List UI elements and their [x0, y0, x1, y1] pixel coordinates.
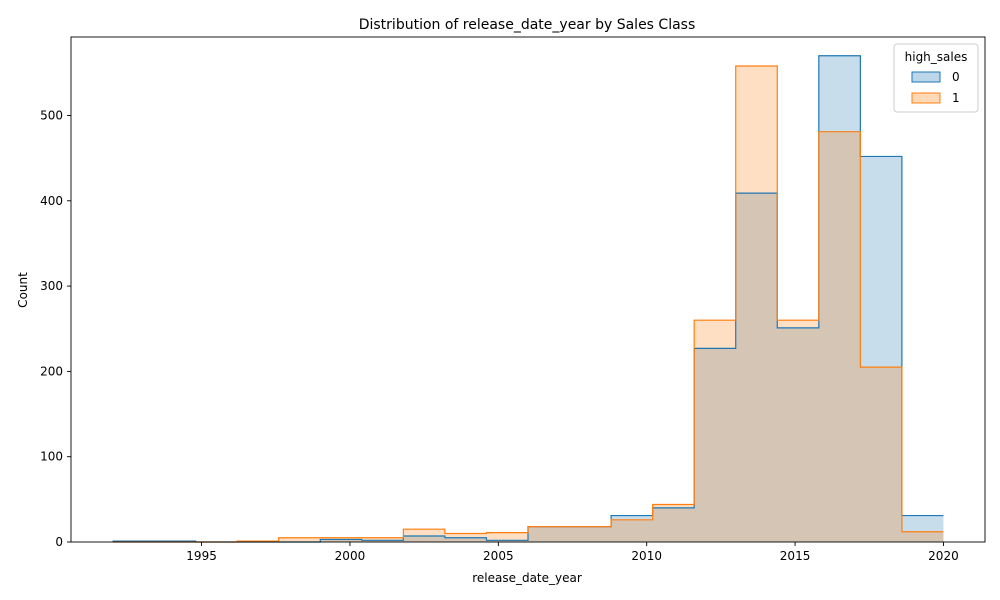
bar-series-0-bin-8	[444, 537, 487, 542]
bar-series-1-bin-17	[818, 131, 861, 542]
bar-series-0-bin-11	[569, 526, 612, 542]
bar-series-1-bin-4	[278, 537, 321, 542]
bar-series-0-bin-10	[528, 526, 570, 542]
y-tick-label: 200	[40, 364, 63, 378]
bar-series-0-bin-5	[320, 539, 362, 542]
bar-series-1-bin-12	[611, 519, 653, 542]
bar-series-1-bin-15	[735, 66, 778, 542]
series-0-bars	[112, 55, 944, 543]
legend: high_sales 0 1	[893, 43, 979, 113]
bar-series-1-bin-13	[652, 504, 695, 542]
bar-series-0-bin-15	[735, 193, 778, 542]
y-axis: 0 100 200 300 400 500	[40, 108, 71, 549]
plot-frame	[70, 36, 986, 543]
x-tick-label: 2015	[780, 549, 811, 563]
series-1-outline	[112, 65, 944, 543]
series-1-bars	[237, 66, 944, 542]
bar-series-0-bin-7	[403, 536, 445, 542]
y-tick-label: 0	[55, 535, 63, 549]
bar-series-1-bin-10	[528, 526, 570, 542]
legend-swatch-1	[911, 92, 941, 104]
bar-series-1-bin-11	[569, 526, 612, 542]
y-tick-label: 500	[40, 108, 63, 122]
legend-label-0: 0	[952, 70, 960, 84]
bar-series-0-bin-16	[777, 327, 819, 542]
y-tick-label: 400	[40, 194, 63, 208]
bar-series-0-bin-19	[901, 515, 944, 542]
bar-series-0-bin-9	[486, 540, 528, 542]
plot-area	[70, 36, 986, 543]
y-axis-label: Count	[16, 272, 30, 308]
legend-label-1: 1	[952, 91, 960, 105]
bar-series-0-bin-6	[361, 540, 404, 542]
bar-series-0-bin-14	[694, 348, 736, 542]
bar-series-1-bin-18	[860, 367, 902, 542]
bar-series-1-bin-9	[486, 532, 528, 542]
bar-series-0-bin-17	[818, 55, 861, 542]
bar-series-1-bin-14	[694, 320, 736, 542]
y-tick-label: 300	[40, 279, 63, 293]
x-tick-label: 2000	[335, 549, 366, 563]
x-axis-label: release_date_year	[472, 571, 582, 585]
x-tick-label: 1995	[186, 549, 217, 563]
x-tick-label: 2020	[928, 549, 959, 563]
bar-series-0-bin-18	[860, 156, 902, 543]
x-tick-label: 2005	[483, 549, 514, 563]
x-tick-label: 2010	[631, 549, 662, 563]
y-tick-label: 100	[40, 450, 63, 464]
legend-title: high_sales	[905, 50, 968, 64]
bar-series-1-bin-16	[777, 320, 819, 542]
bar-series-0-bin-13	[652, 507, 695, 542]
chart-title: Distribution of release_date_year by Sal…	[359, 17, 696, 33]
x-axis: 1995 2000 2005 2010 2015 2020	[186, 542, 959, 563]
bar-series-1-bin-19	[901, 531, 944, 542]
legend-swatch-0	[911, 71, 941, 83]
legend-box	[893, 43, 979, 113]
